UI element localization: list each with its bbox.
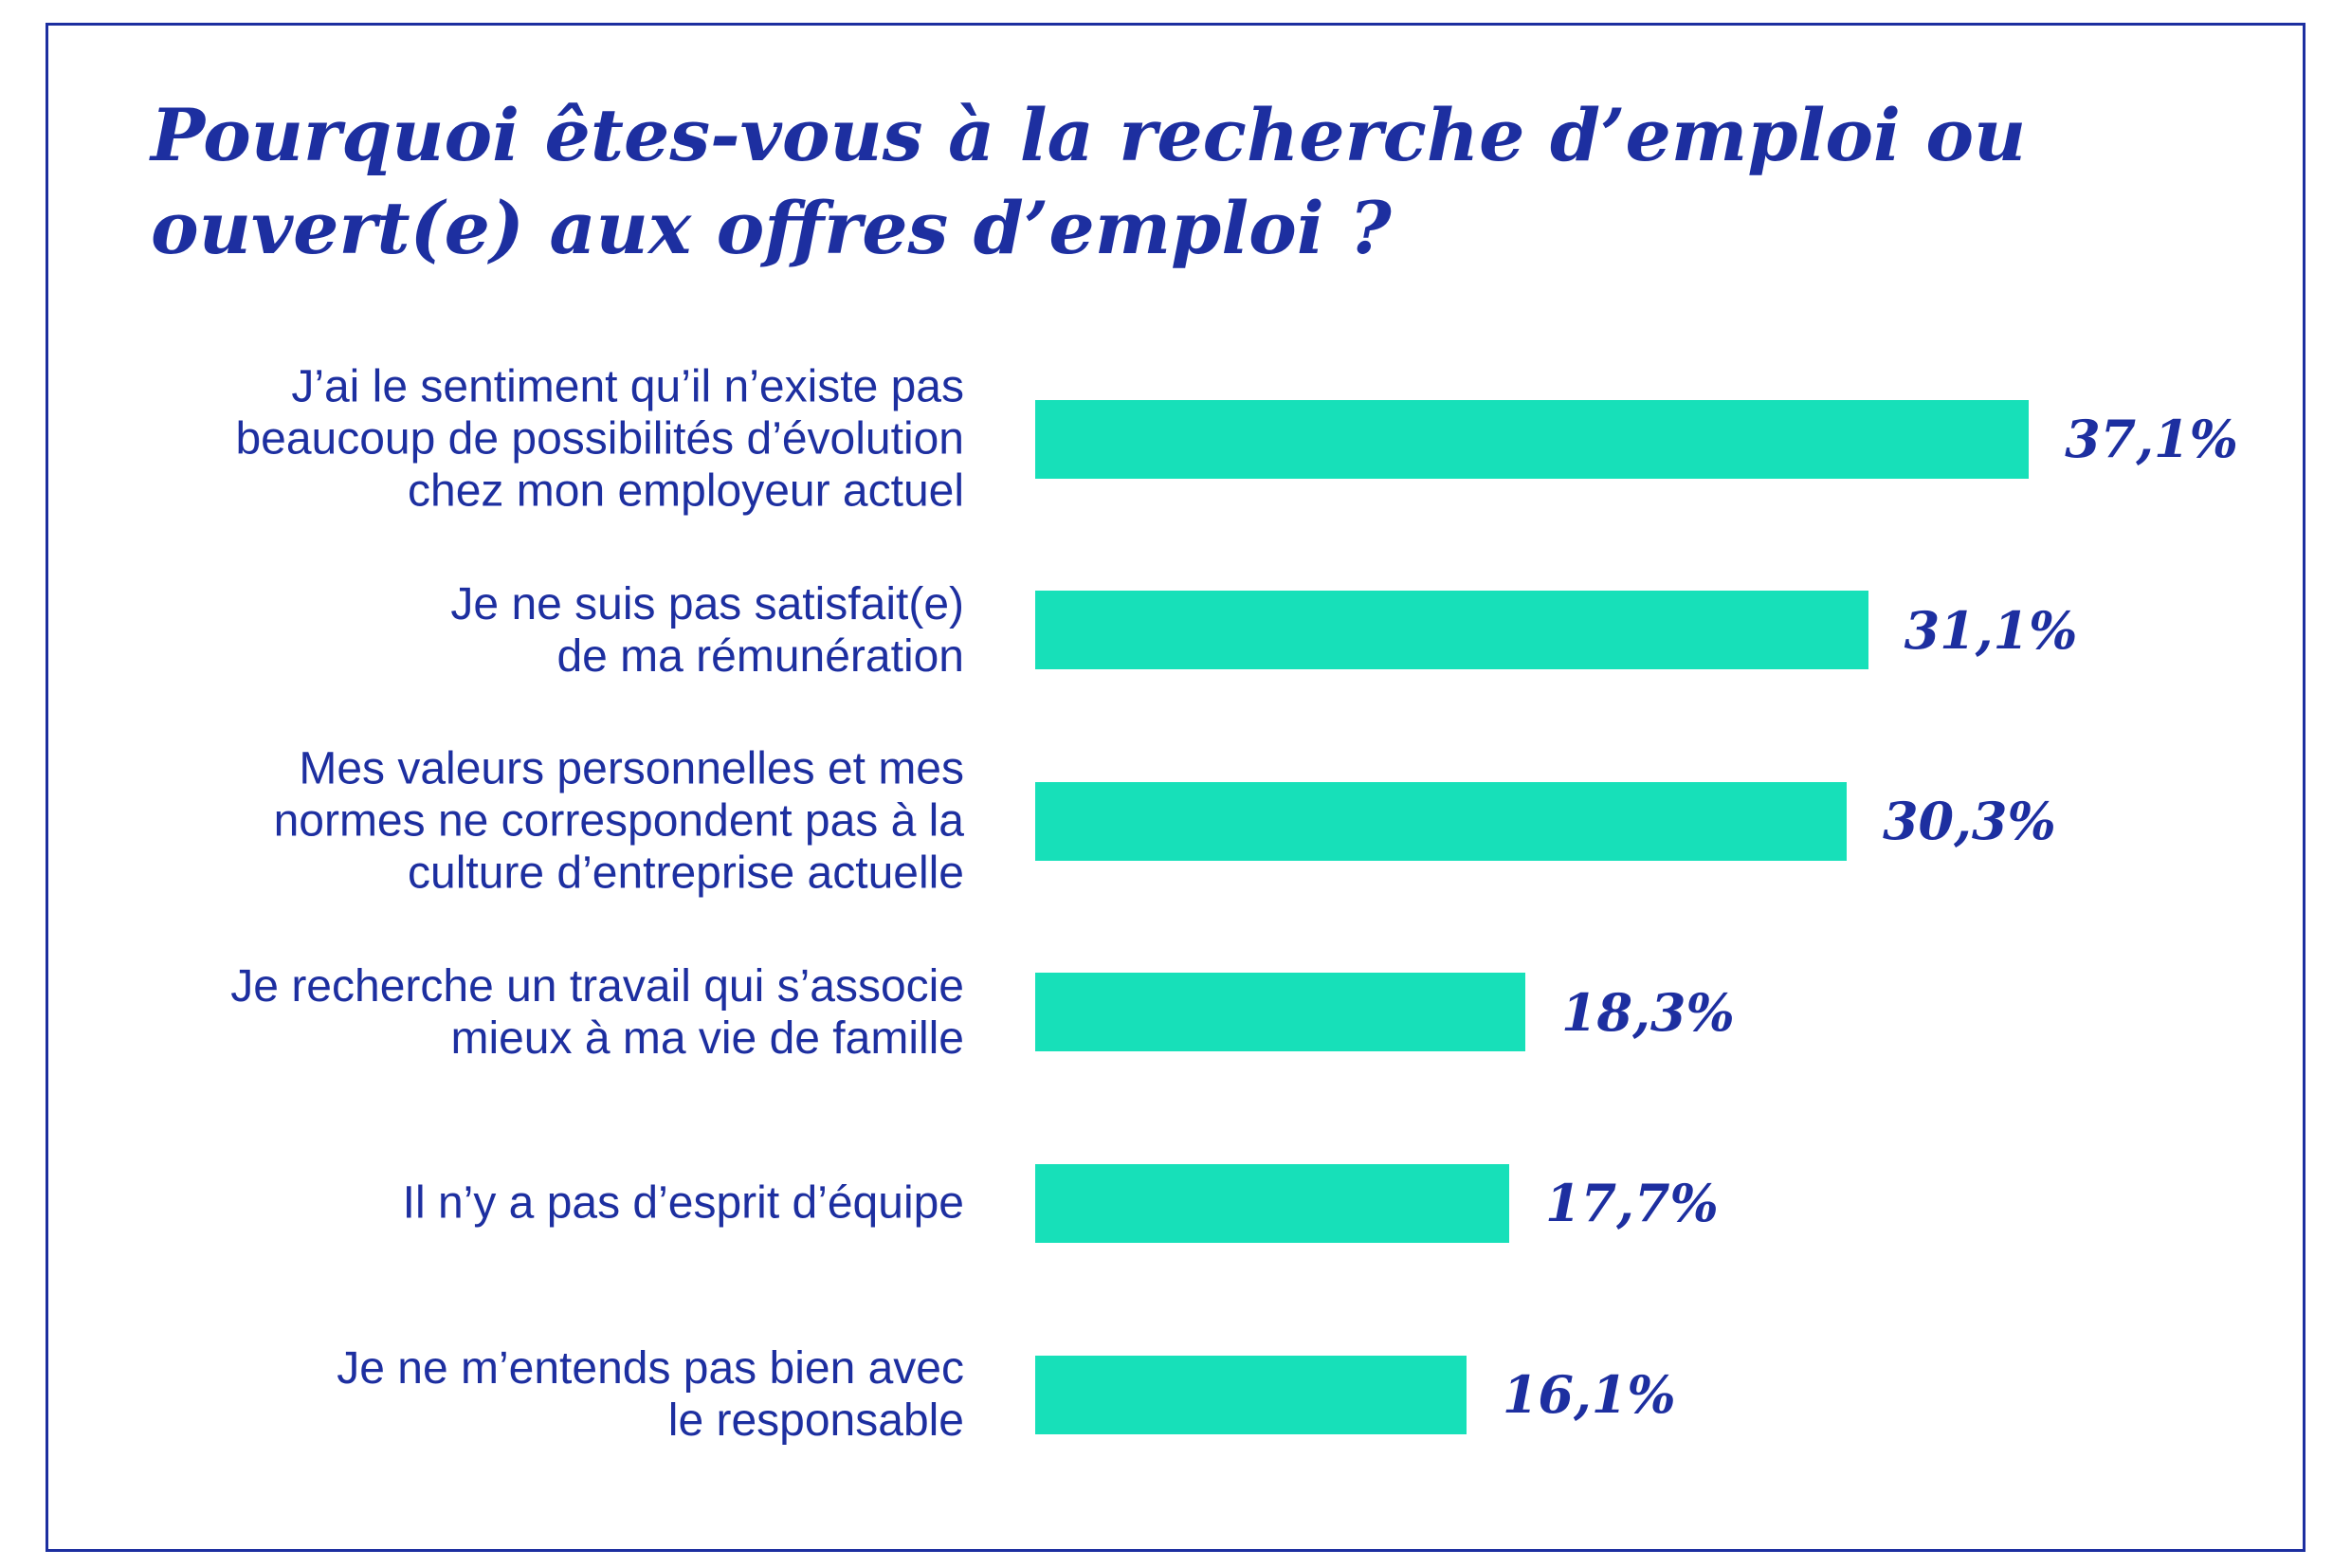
chart-title-line-2: ouvert(e) aux offres d’emploi ? [151, 186, 1392, 270]
category-label-3-line-1: Mes valeurs personnelles et mes [299, 743, 964, 794]
chart-frame [46, 23, 2305, 1552]
category-label-4: Je recherche un travail qui s’associe mie… [230, 960, 964, 1065]
value-label-3: 30,3% [1882, 791, 2056, 852]
category-label-1-line-2: beaucoup de possibilités d’évolution [235, 413, 964, 465]
category-label-1-line-3: chez mon employeur actuel [408, 465, 964, 517]
bar-4 [1035, 973, 1525, 1052]
category-label-2-line-2: de ma rémunération [556, 630, 964, 682]
bar-3 [1035, 781, 1847, 861]
bar-1 [1035, 399, 2030, 479]
value-label-4: 18,3% [1560, 981, 1735, 1043]
category-label-4-line-2: mieux à ma vie de famille [450, 1012, 964, 1064]
category-label-6-line-1: Je ne m’entends pas bien avec [337, 1343, 964, 1394]
category-label-2-line-1: Je ne suis pas satisfait(e) [450, 578, 964, 629]
category-label-4-line-1: Je recherche un travail qui s’associe [230, 960, 964, 1012]
value-label-6: 16,1% [1502, 1364, 1676, 1425]
category-label-1: J’ai le sentiment qu’il n’existe pas beau… [235, 361, 964, 518]
bar-5 [1035, 1163, 1510, 1243]
category-label-3-line-3: culture d’entreprise actuelle [408, 848, 964, 899]
category-label-5: Il n’y a pas d’esprit d’équipe [403, 1177, 964, 1230]
category-label-6-line-2: le responsable [667, 1395, 964, 1446]
value-label-2: 31,1% [1904, 599, 2078, 661]
category-label-1-line-1: J’ai le sentiment qu’il n’existe pas [291, 361, 964, 412]
category-label-3-line-2: normes ne correspondent pas à la [273, 795, 964, 847]
bar-2 [1035, 591, 1868, 670]
chart-title: Pourquoi êtes-vous à la recherche d’empl… [151, 89, 2026, 275]
category-label-6: Je ne m’entends pas bien avec le responsa… [337, 1342, 964, 1447]
category-label-5-line-1: Il n’y a pas d’esprit d’équipe [402, 1177, 964, 1229]
value-label-1: 37,1% [2065, 409, 2238, 469]
category-label-3: Mes valeurs personnelles et mes normes ne… [274, 743, 964, 900]
bar-6 [1035, 1355, 1467, 1434]
category-label-2: Je ne suis pas satisfait(e) de ma rémunér… [450, 578, 964, 683]
chart-title-line-1: Pourquoi êtes-vous à la recherche d’empl… [151, 93, 2027, 177]
value-label-5: 17,7% [1545, 1173, 1719, 1234]
